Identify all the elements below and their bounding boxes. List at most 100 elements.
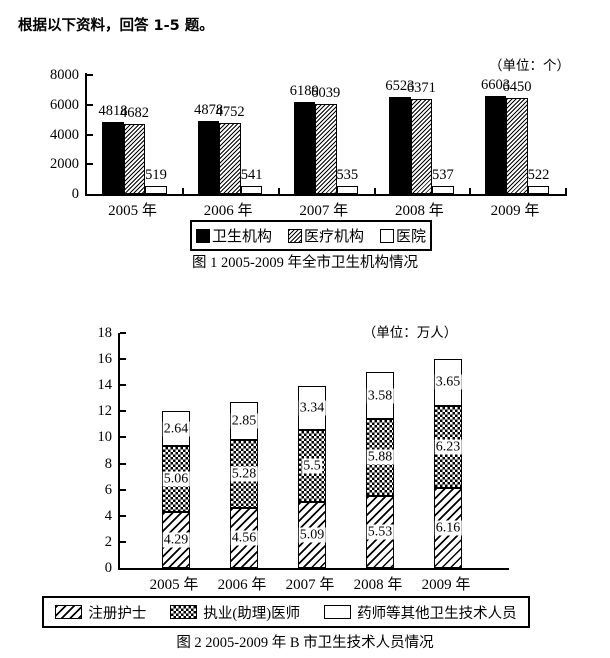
legend-label: 执业(助理)医师 — [203, 605, 301, 622]
x-tick-mark — [564, 188, 567, 194]
x-category-label: 2009 年 — [490, 203, 540, 219]
y-tick-label: 6000 — [50, 96, 79, 113]
segment-value-label: 3.34 — [298, 400, 326, 416]
legend-label: 注册护士 — [88, 605, 147, 622]
segment-value-label: 5.06 — [162, 471, 190, 487]
bar-卫生机构 — [389, 96, 411, 194]
y-tick-label: 12 — [97, 403, 113, 420]
y-tick-mark — [120, 436, 126, 439]
y-tick-mark — [120, 540, 126, 543]
chart1-unit-label: （单位：个） — [489, 58, 570, 73]
bar-医疗机构 — [315, 104, 337, 194]
legend-label: 药师等其他卫生技术人员 — [357, 605, 517, 622]
bar-value-label: 541 — [240, 166, 263, 183]
bar-value-label: 6523 — [385, 77, 415, 94]
y-tick-label: 8 — [104, 455, 112, 472]
x-category-label: 2007 年 — [299, 203, 349, 219]
legend-swatch — [324, 605, 352, 619]
segment-value-label: 6.23 — [434, 439, 462, 455]
y-tick-label: 4000 — [50, 126, 79, 143]
legend-swatch — [287, 228, 302, 243]
bar-医院 — [432, 186, 454, 194]
y-tick-mark — [120, 358, 126, 361]
y-tick-label: 2000 — [50, 156, 79, 173]
segment-value-label: 5.5 — [302, 458, 322, 474]
bar-医疗机构 — [219, 123, 241, 194]
x-tick-mark — [373, 188, 376, 194]
y-tick-label: 0 — [104, 560, 112, 576]
y-tick-mark — [120, 514, 126, 517]
y-tick-mark — [120, 384, 126, 387]
x-category-label: 2006 年 — [203, 203, 253, 219]
bar-医疗机构 — [506, 98, 528, 194]
bar-卫生机构 — [102, 122, 124, 194]
legend-item: 医疗机构 — [287, 225, 364, 246]
bar-医院 — [527, 186, 550, 194]
y-tick-mark — [87, 133, 93, 136]
chart1-caption: 图 1 2005-2009 年全市卫生机构情况 — [192, 255, 418, 271]
chart2-plot-area: 4.29 5.06 2.64 4.56 5.28 2.85 5.09 5.5 3.34 5.53 5… — [118, 332, 509, 570]
segment-value-label: 5.88 — [366, 449, 394, 465]
y-tick-label: 14 — [97, 377, 113, 394]
legend-swatch — [380, 228, 394, 243]
y-tick-mark — [87, 163, 93, 166]
x-category-label: 2008 年 — [353, 577, 403, 593]
bar-value-label: 6189 — [289, 82, 319, 99]
legend-label: 卫生机构 — [211, 229, 272, 245]
bar-value-label: 4878 — [194, 102, 224, 119]
y-tick-mark — [120, 462, 126, 465]
segment-value-label: 5.53 — [366, 524, 394, 540]
bar-医院 — [145, 186, 167, 194]
legend-item: 卫生机构 — [195, 225, 272, 246]
x-category-label: 2009 年 — [421, 577, 471, 593]
y-tick-label: 0 — [71, 186, 79, 202]
y-tick-label: 18 — [97, 325, 113, 341]
y-tick-label: 16 — [97, 351, 113, 368]
segment-value-label: 4.56 — [230, 530, 258, 546]
legend-item: 执业(助理)医师 — [170, 602, 300, 623]
legend-swatch — [170, 605, 198, 619]
segment-value-label: 2.64 — [162, 421, 190, 437]
bar-value-label: 6603 — [481, 76, 510, 93]
y-tick-label: 6 — [104, 481, 112, 498]
y-tick-label: 2 — [104, 533, 112, 550]
segment-value-label: 5.28 — [230, 466, 258, 482]
x-category-label: 2005 年 — [108, 203, 157, 219]
bar-value-label: 4818 — [98, 103, 128, 120]
bar-卫生机构 — [484, 95, 507, 194]
x-tick-mark — [469, 188, 472, 194]
bar-value-label: 6371 — [406, 80, 436, 97]
legend-item: 注册护士 — [55, 602, 146, 623]
y-tick-label: 4 — [104, 507, 112, 524]
bar-医院 — [240, 185, 263, 194]
y-tick-mark — [120, 410, 126, 413]
bar-value-label: 4682 — [120, 105, 149, 122]
bar-医疗机构 — [123, 124, 146, 194]
bar-value-label: 6450 — [502, 79, 532, 96]
y-tick-label: 10 — [97, 429, 113, 446]
y-tick-mark — [120, 332, 126, 335]
bar-医院 — [336, 186, 359, 194]
segment-value-label: 6.16 — [434, 520, 462, 536]
bar-value-label: 4752 — [215, 104, 245, 121]
x-tick-mark — [182, 188, 185, 194]
segment-value-label: 4.29 — [162, 532, 190, 548]
y-tick-mark — [87, 103, 93, 106]
y-tick-mark — [87, 74, 93, 76]
legend-item: 医院 — [380, 225, 426, 246]
segment-value-label: 2.85 — [230, 413, 258, 429]
x-category-label: 2008 年 — [395, 203, 444, 219]
bar-医疗机构 — [410, 99, 433, 194]
chart1-legend: 卫生机构 医疗机构 医院 — [190, 220, 432, 251]
x-category-label: 2007 年 — [285, 577, 335, 593]
instruction-text: 根据以下资料，回答 1-5 题。 — [18, 18, 214, 34]
x-category-label: 2005 年 — [149, 577, 199, 593]
segment-value-label: 5.09 — [298, 527, 326, 543]
x-category-label: 2006 年 — [217, 577, 267, 593]
bar-value-label: 537 — [432, 167, 454, 184]
chart2-legend: 注册护士 执业(助理)医师 药师等其他卫生技术人员 — [42, 596, 530, 628]
segment-value-label: 3.65 — [434, 374, 462, 390]
chart1-plot-area: 4818 4682 519 4878 4752 541 6189 6039 535 6523 637… — [85, 73, 567, 196]
y-tick-label: 8000 — [50, 67, 79, 83]
